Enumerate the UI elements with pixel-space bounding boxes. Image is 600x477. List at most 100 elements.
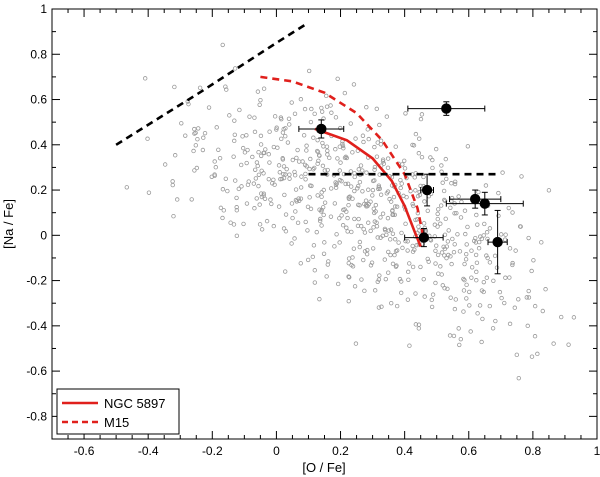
comparison-star-point — [234, 233, 240, 239]
comparison-star-point — [442, 246, 448, 252]
comparison-star-point — [492, 253, 498, 259]
comparison-star-point — [189, 197, 194, 202]
comparison-star-point — [250, 154, 255, 160]
comparison-star-point — [348, 121, 353, 126]
comparison-star-point — [440, 180, 445, 185]
comparison-star-point — [364, 170, 369, 175]
x-tick-label: 0 — [273, 444, 280, 458]
comparison-star-point — [267, 160, 272, 165]
comparison-star-point — [321, 251, 327, 256]
comparison-star-point — [467, 289, 472, 295]
comparison-star-point — [325, 148, 330, 154]
comparison-star-point — [306, 68, 312, 74]
comparison-star-point — [328, 214, 334, 219]
comparison-star-point — [252, 167, 258, 172]
comparison-star-point — [312, 165, 317, 171]
comparison-star-point — [200, 147, 206, 153]
comparison-star-point — [432, 234, 437, 239]
comparison-star-point — [410, 201, 415, 207]
comparison-star-point — [378, 192, 384, 197]
comparison-star-point — [311, 135, 316, 140]
comparison-star-point — [453, 297, 458, 302]
comparison-star-point — [304, 143, 309, 148]
comparison-star-point — [516, 375, 521, 381]
legend: NGC 5897 M15 — [56, 388, 180, 435]
comparison-star-point — [271, 223, 276, 229]
comparison-star-point — [267, 129, 272, 134]
comparison-star-point — [372, 144, 377, 150]
comparison-star-point — [413, 188, 418, 193]
comparison-star-point — [484, 253, 489, 258]
comparison-star-point — [303, 219, 308, 225]
comparison-star-point — [318, 216, 323, 222]
comparison-star-point — [220, 187, 226, 192]
comparison-star-point — [312, 280, 318, 285]
comparison-star-point — [338, 160, 343, 165]
comparison-star-point — [392, 212, 397, 218]
comparison-star-point — [305, 228, 310, 233]
comparison-star-point — [234, 205, 239, 210]
comparison-star-point — [339, 213, 344, 218]
comparison-star-point — [315, 161, 320, 166]
comparison-star-point — [487, 303, 492, 309]
comparison-star-point — [362, 230, 368, 235]
comparison-star-point — [343, 181, 348, 187]
comparison-star-point — [337, 168, 342, 173]
comparison-star-point — [237, 107, 242, 113]
comparison-star-point — [223, 84, 228, 89]
comparison-star-point — [365, 247, 370, 253]
comparison-star-point — [433, 248, 438, 253]
comparison-star-point — [246, 179, 251, 184]
comparison-star-point — [487, 226, 493, 231]
comparison-star-point — [360, 168, 365, 173]
comparison-star-point — [256, 183, 261, 189]
comparison-star-point — [283, 133, 288, 139]
comparison-star-point — [399, 230, 404, 236]
comparison-star-point — [364, 251, 370, 257]
comparison-star-point — [242, 150, 248, 155]
comparison-star-point — [287, 176, 292, 181]
comparison-star-point — [535, 351, 540, 357]
comparison-star-point — [403, 221, 408, 227]
comparison-star-point — [372, 164, 378, 170]
ngc5897-star-point — [492, 236, 503, 248]
comparison-star-point — [407, 343, 412, 348]
comparison-star-point — [419, 154, 425, 160]
comparison-star-point — [342, 90, 348, 96]
plot-frame — [51, 8, 598, 440]
comparison-star-point — [370, 246, 376, 251]
comparison-star-point — [264, 218, 270, 224]
comparison-star-point — [376, 184, 382, 190]
reference-dashed-line — [115, 21, 310, 146]
comparison-star-point — [352, 171, 357, 176]
comparison-star-point — [448, 205, 453, 210]
comparison-star-point — [236, 186, 241, 192]
comparison-star-point — [450, 236, 455, 242]
comparison-star-point — [259, 168, 264, 173]
comparison-star-point — [444, 176, 449, 182]
comparison-star-point — [223, 176, 229, 181]
comparison-star-point — [410, 243, 415, 249]
comparison-star-point — [257, 202, 262, 207]
comparison-star-point — [262, 150, 267, 156]
comparison-star-point — [308, 119, 314, 125]
comparison-star-point — [417, 189, 422, 195]
comparison-star-point — [428, 238, 434, 243]
comparison-star-point — [317, 296, 322, 302]
comparison-star-point — [483, 183, 489, 188]
comparison-star-point — [258, 153, 264, 159]
comparison-star-point — [391, 194, 397, 200]
comparison-star-point — [287, 122, 292, 127]
comparison-star-point — [473, 252, 479, 258]
comparison-star-point — [385, 215, 391, 221]
comparison-star-point — [438, 264, 443, 269]
comparison-star-point — [463, 231, 468, 237]
comparison-star-point — [397, 276, 403, 282]
comparison-star-point — [346, 260, 351, 266]
comparison-star-point — [314, 229, 319, 235]
comparison-star-point — [275, 145, 280, 150]
comparison-star-point — [258, 97, 263, 103]
comparison-star-point — [292, 236, 297, 241]
comparison-star-point — [348, 169, 354, 174]
comparison-star-point — [571, 315, 577, 320]
